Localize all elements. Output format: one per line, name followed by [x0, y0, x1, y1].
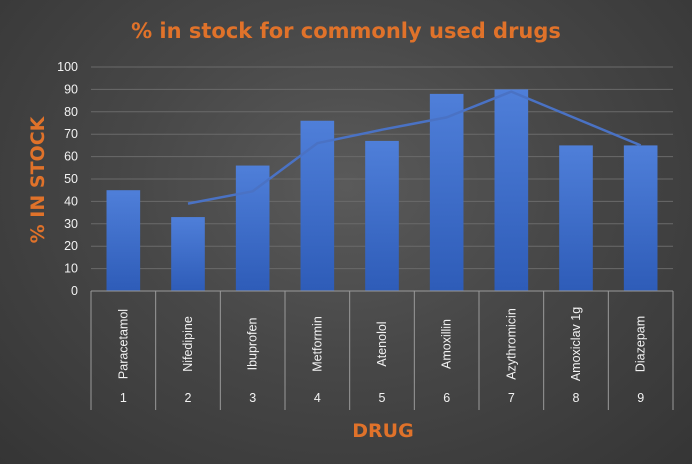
x-category-label: Amoxiclav 1g [569, 307, 583, 381]
x-category-number: 4 [314, 391, 321, 405]
x-category-number: 1 [120, 391, 127, 405]
y-tick-label: 60 [64, 150, 78, 164]
x-category-number: 5 [379, 391, 386, 405]
y-tick-label: 0 [71, 284, 78, 298]
bar-amoxillin [429, 93, 464, 291]
x-category-number: 3 [249, 391, 256, 405]
y-tick-label: 40 [64, 194, 78, 208]
y-tick-label: 70 [64, 127, 78, 141]
bar-ibuprofen [235, 165, 270, 291]
trendline [187, 90, 642, 205]
x-axis: Paracetamol 1 Nifedipine 2 Ibuprofen 3 Metform… [90, 290, 674, 410]
y-tick-label: 90 [64, 82, 78, 96]
y-tick-label: 80 [64, 105, 78, 119]
x-category-number: 6 [443, 391, 450, 405]
y-tick-label: 10 [64, 262, 78, 276]
x-category-label: Nifedipine [181, 316, 195, 372]
x-category-label: Diazepam [634, 316, 648, 372]
bar-amoxiclav-1g [559, 145, 593, 291]
x-category-label: Amoxillin [440, 319, 454, 369]
y-tick-label: 50 [64, 172, 78, 186]
trendline-path [187, 90, 642, 205]
bar-paracetamol [106, 190, 141, 291]
bar-diazepam [623, 145, 658, 291]
x-category-label: Azythromicin [504, 308, 518, 380]
x-category-label: Metformin [310, 316, 324, 372]
x-category-number: 2 [185, 391, 192, 405]
x-category-number: 9 [637, 391, 644, 405]
x-category-number: 7 [508, 391, 515, 405]
y-tick-label: 20 [64, 239, 78, 253]
x-category-label: Paracetamol [116, 309, 130, 379]
chart-title: % in stock for commonly used drugs [131, 19, 561, 43]
x-axis-title: DRUG [352, 420, 413, 442]
bar-nifedipine [171, 217, 205, 291]
y-tick-label: 30 [64, 217, 78, 231]
bars [106, 89, 658, 292]
x-category-label: Ibuprofen [246, 318, 260, 371]
x-category-label: Atenolol [375, 321, 389, 366]
y-axis-title: % IN STOCK [27, 115, 49, 243]
x-category-number: 8 [573, 391, 580, 405]
bar-metformin [300, 120, 335, 291]
bar-azythromicin [494, 89, 529, 292]
bar-atenolol [365, 140, 399, 291]
y-tick-label: 100 [57, 60, 78, 74]
